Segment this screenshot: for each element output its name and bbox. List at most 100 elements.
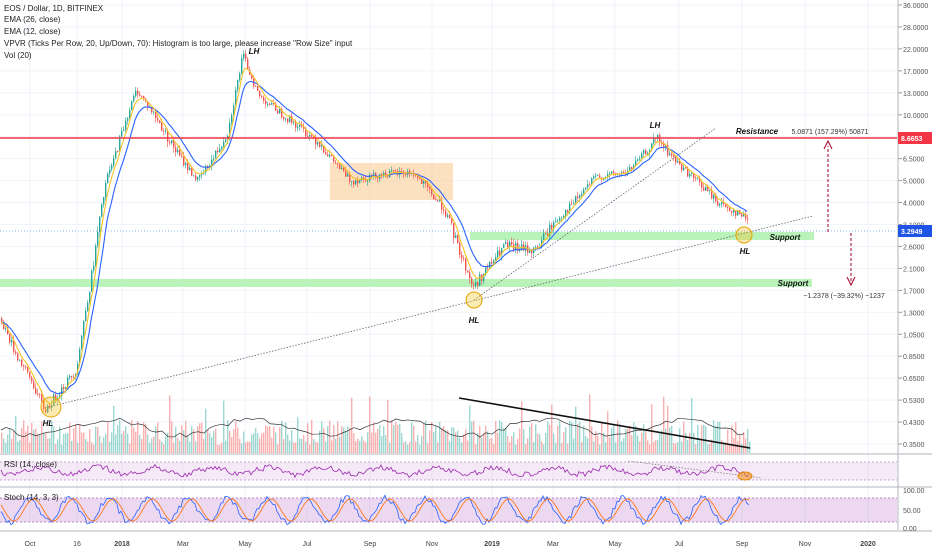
candle-body bbox=[349, 173, 351, 182]
candle-body bbox=[19, 359, 21, 361]
candle-body bbox=[459, 243, 461, 256]
candle-body bbox=[17, 353, 19, 360]
volume-bar bbox=[437, 442, 439, 453]
candle-body bbox=[13, 340, 15, 352]
candle-body bbox=[279, 108, 281, 114]
volume-bar bbox=[47, 438, 49, 453]
candle-body bbox=[725, 204, 727, 208]
volume-bar bbox=[409, 441, 411, 453]
volume-bar bbox=[243, 431, 245, 453]
candle-body bbox=[451, 218, 453, 224]
candle-body bbox=[213, 158, 215, 160]
candle-body bbox=[317, 142, 319, 145]
volume-bar bbox=[483, 432, 485, 453]
volume-bar bbox=[427, 443, 429, 453]
volume-bar bbox=[601, 422, 603, 453]
volume-bar bbox=[599, 444, 601, 453]
vpvr-legend: VPVR (Ticks Per Row, 20, Up/Down, 70): H… bbox=[4, 39, 353, 48]
candle-body bbox=[639, 158, 641, 160]
candle-body bbox=[215, 150, 217, 159]
candle-body bbox=[193, 175, 195, 177]
volume-bar bbox=[273, 426, 275, 453]
volume-bar bbox=[517, 438, 519, 453]
candle-body bbox=[573, 203, 575, 205]
rsi-band bbox=[0, 462, 897, 480]
pivot-label: LH bbox=[650, 121, 661, 130]
candle-body bbox=[129, 110, 131, 119]
volume-bar bbox=[643, 424, 645, 453]
candle-body bbox=[633, 165, 635, 169]
candle-body bbox=[109, 169, 111, 174]
volume-bar bbox=[593, 441, 595, 453]
candle-body bbox=[133, 95, 135, 102]
candle-body bbox=[293, 122, 295, 123]
candle-body bbox=[89, 291, 91, 303]
volume-bar bbox=[395, 422, 397, 453]
volume-bar bbox=[197, 426, 199, 453]
candle-body bbox=[581, 193, 583, 196]
volume-bar bbox=[1, 432, 3, 453]
volume-bar bbox=[307, 423, 309, 453]
candle-body bbox=[663, 144, 665, 147]
candle-body bbox=[607, 174, 609, 178]
volume-bar bbox=[557, 425, 559, 453]
candle-body bbox=[463, 258, 465, 259]
current-price-label: 3.2949 bbox=[901, 229, 923, 236]
price-tick-label: 1.0500 bbox=[903, 332, 925, 339]
volume-bar bbox=[567, 443, 569, 453]
candle-body bbox=[237, 80, 239, 90]
volume-bar bbox=[285, 422, 287, 453]
volume-bar bbox=[373, 422, 375, 453]
volume-bar bbox=[133, 427, 135, 453]
volume-bar bbox=[487, 431, 489, 453]
candle-body bbox=[587, 184, 589, 188]
volume-bar bbox=[719, 421, 721, 453]
volume-bar bbox=[609, 437, 611, 453]
candle-body bbox=[423, 180, 425, 184]
volume-bar bbox=[139, 435, 141, 453]
volume-bar bbox=[707, 444, 709, 453]
candle-body bbox=[671, 153, 673, 156]
volume-bar bbox=[167, 432, 169, 453]
volume-bar bbox=[55, 444, 57, 453]
volume-bar bbox=[687, 440, 689, 453]
candle-body bbox=[693, 173, 695, 179]
time-tick-label: 16 bbox=[73, 541, 81, 548]
candle-body bbox=[443, 209, 445, 211]
volume-bar bbox=[637, 435, 639, 453]
volume-bar bbox=[535, 424, 537, 453]
candle-body bbox=[669, 153, 671, 156]
candle-body bbox=[315, 138, 317, 145]
volume-bar bbox=[323, 428, 325, 453]
volume-bar bbox=[257, 433, 259, 453]
volume-bar bbox=[489, 438, 491, 453]
volume-bar bbox=[461, 442, 463, 453]
time-tick-label: May bbox=[238, 541, 252, 548]
candle-body bbox=[511, 241, 513, 245]
candle-body bbox=[221, 146, 223, 149]
volume-bar bbox=[143, 422, 145, 453]
volume-bar bbox=[199, 423, 201, 453]
candle-body bbox=[731, 210, 733, 213]
candle-body bbox=[741, 214, 743, 217]
volume-bar bbox=[411, 422, 413, 453]
time-tick-label: Nov bbox=[799, 541, 812, 548]
candle-body bbox=[747, 218, 749, 220]
rsi-legend: RSI (14, close) bbox=[4, 460, 57, 469]
volume-bar bbox=[735, 422, 737, 453]
volume-bar bbox=[99, 435, 101, 453]
volume-bar bbox=[639, 441, 641, 453]
volume-bar bbox=[475, 444, 477, 453]
time-tick-label: May bbox=[608, 541, 622, 548]
candle-body bbox=[161, 123, 163, 131]
candle-body bbox=[717, 201, 719, 206]
volume-bar bbox=[293, 442, 295, 453]
volume-bar bbox=[231, 437, 233, 453]
vol-legend: Vol (20) bbox=[4, 51, 32, 60]
volume-bar bbox=[113, 405, 115, 453]
candle-body bbox=[643, 150, 645, 154]
volume-bar bbox=[667, 405, 669, 453]
volume-bar bbox=[37, 433, 39, 453]
candle-body bbox=[621, 172, 623, 174]
candle-body bbox=[501, 248, 503, 256]
